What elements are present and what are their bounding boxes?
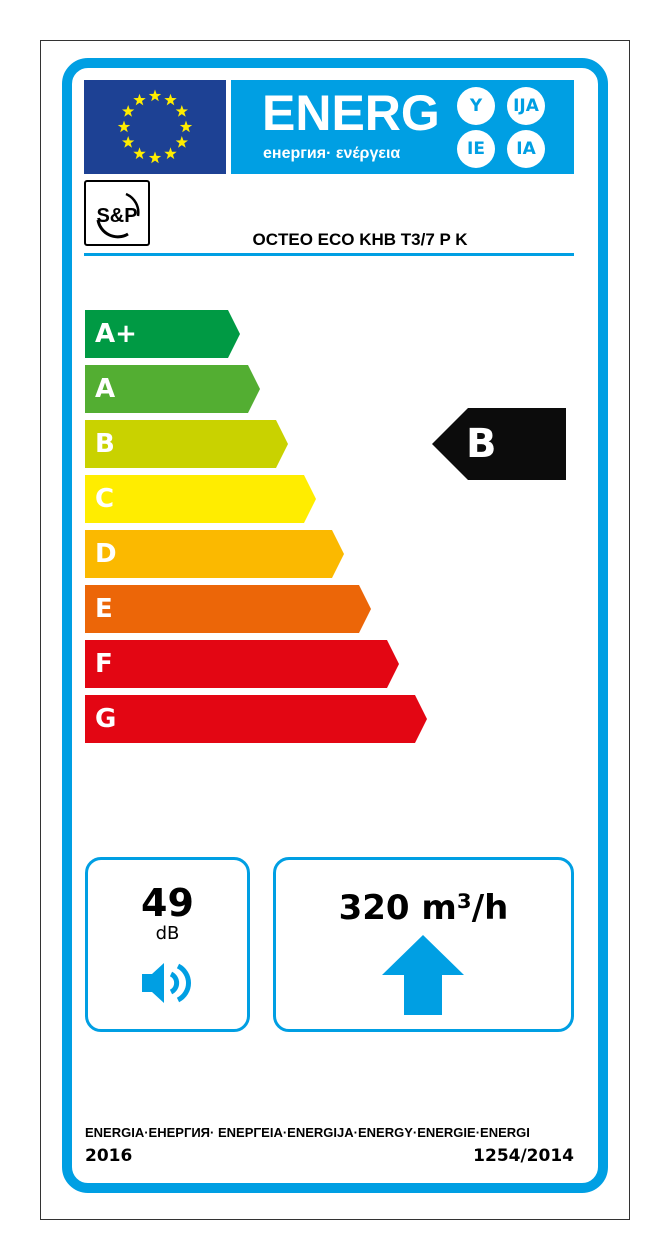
energy-class-bar-A: A	[85, 365, 260, 413]
eu-flag-icon	[84, 80, 226, 174]
footer-year: 2016	[85, 1146, 133, 1166]
airflow-value: 320 m³/h	[338, 888, 509, 928]
energy-class-bar-B: B	[85, 420, 288, 468]
divider	[84, 253, 574, 256]
star-icon	[133, 147, 146, 160]
star-icon	[133, 93, 146, 106]
star-icon	[179, 120, 193, 133]
energy-class-bar-E: E	[85, 585, 371, 633]
label-border	[62, 58, 608, 1193]
footer-languages: ENERGIA·ЕНЕРГИЯ· ΕΝΕΡΓΕΙΑ·ENERGIJA·ENERG…	[85, 1125, 530, 1140]
lang-circle: IE	[457, 130, 495, 168]
energy-banner: ENERG енергия· ενέργεια Y IJA IE IA	[231, 80, 574, 174]
energy-class-bar-D: D	[85, 530, 344, 578]
svg-text:S&P: S&P	[96, 205, 137, 227]
lang-circle: Y	[457, 87, 495, 125]
star-icon	[148, 151, 162, 164]
airflow-box	[273, 857, 574, 1032]
noise-value: 49	[141, 881, 194, 925]
star-icon	[164, 93, 177, 106]
energy-class-bar-F: F	[85, 640, 399, 688]
noise-box	[85, 857, 250, 1032]
star-icon	[164, 147, 177, 160]
star-icon	[175, 136, 188, 148]
speaker-icon	[142, 963, 192, 1003]
outer-frame	[40, 40, 630, 1220]
noise-unit: dB	[155, 923, 180, 944]
star-icon	[175, 105, 188, 117]
energy-class-bar-Aplus: A+	[85, 310, 240, 358]
energy-class-bar-C: C	[85, 475, 316, 523]
star-icon	[148, 89, 162, 102]
star-icon	[122, 105, 135, 117]
star-icon	[122, 136, 135, 148]
lang-circle: IA	[507, 130, 545, 168]
model-name: OCTEO ECO KHB T3/7 P K	[252, 230, 468, 249]
banner-subtitle: енергия· ενέργεια	[263, 145, 401, 162]
banner-title: ENERG	[262, 85, 440, 141]
brand-logo: S&P	[84, 180, 150, 246]
arrow-up-icon	[382, 935, 464, 1015]
star-icon	[117, 120, 131, 133]
lang-circle: IJA	[507, 87, 545, 125]
footer-regulation: 1254/2014	[473, 1146, 574, 1166]
energy-class-bar-G: G	[85, 695, 427, 743]
